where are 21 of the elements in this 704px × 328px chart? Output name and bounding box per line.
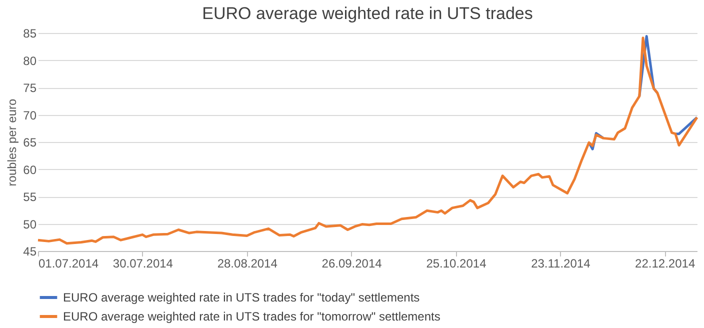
x-tick-label: 01.07.2014 (38, 256, 99, 270)
line-series (36, 36, 698, 245)
y-tick-label: 55 (23, 190, 37, 204)
y-tick-label: 80 (23, 54, 37, 68)
x-tick-label: 30.07.2014 (112, 256, 174, 270)
legend-label: EURO average weighted rate in UTS trades for "tomorrow" settlements (63, 310, 440, 324)
y-tick-label: 50 (23, 217, 37, 232)
y-tick-label: 75 (23, 81, 37, 95)
x-tick-label: 25.10.2014 (426, 256, 487, 270)
x-tick-label: 28.08.2014 (217, 256, 278, 270)
y-tick-label: 45 (23, 244, 37, 258)
y-tick-label: 70 (23, 108, 37, 122)
chart-title: EURO average weighted rate in UTS trades (202, 4, 533, 23)
x-tick-label: 26.09.2014 (322, 256, 382, 270)
x-tick-label: 23.11.2014 (531, 256, 591, 270)
legend-label: EURO average weighted rate in UTS trades for "today" settlements (63, 290, 420, 304)
x-tick-label: 22.12.2014 (635, 256, 696, 270)
y-tick-label: 85 (23, 26, 37, 40)
y-axis-title: roubles per euro (5, 98, 20, 186)
y-tick-label: 65 (23, 136, 37, 150)
y-tick-label: 60 (23, 162, 37, 177)
